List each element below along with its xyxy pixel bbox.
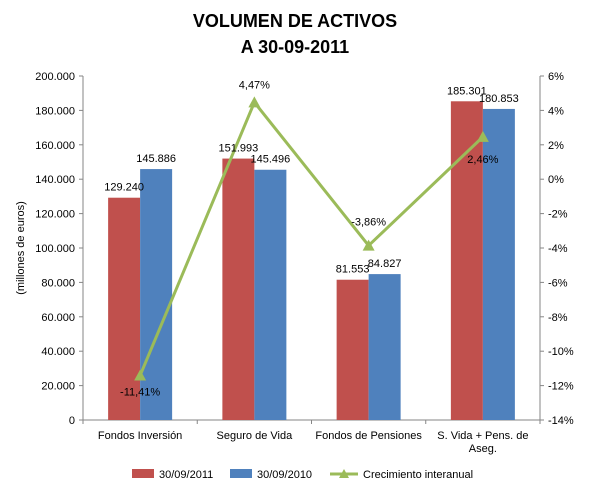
bar-value-label: 145.886 <box>136 153 176 165</box>
y-tick-label: 120.000 <box>35 209 75 221</box>
chart-title-line1: VOLUMEN DE ACTIVOS <box>193 11 397 31</box>
growth-marker <box>248 96 261 108</box>
legend-marker <box>339 469 349 478</box>
legend-label: 30/09/2010 <box>257 469 312 481</box>
y2-tick-label: -12% <box>548 381 574 393</box>
axes: 0 20.000 40.000 60.000 80.000 100.000 120.000 1… <box>35 71 574 455</box>
bars <box>108 101 515 421</box>
growth-value-label: -3,86% <box>351 217 386 229</box>
x-tick-label: S. Vida + Pens. de Aseg. <box>437 430 528 455</box>
growth-marker <box>134 369 147 381</box>
y-tick-label: 160.000 <box>35 140 75 152</box>
bar-2011 <box>336 279 369 420</box>
legend-label: 30/09/2011 <box>159 469 213 481</box>
y2-tick-label: -8% <box>548 312 568 324</box>
growth-marker <box>476 130 489 142</box>
legend-label: Crecimiento interanual <box>363 469 473 481</box>
x-tick-label: Fondos de Pensiones <box>315 430 422 442</box>
growth-marker <box>362 239 375 251</box>
y-tick-label: 140.000 <box>35 174 75 186</box>
bar-value-label: 145.496 <box>250 154 290 166</box>
bar-2010 <box>482 108 515 421</box>
bar-value-label: 180.853 <box>479 93 519 105</box>
bar-2011 <box>450 101 483 420</box>
y2-tick-label: -6% <box>548 277 568 289</box>
y2-tick-label: 4% <box>548 105 564 117</box>
y-tick-label: 0 <box>69 415 75 427</box>
bar-value-label: 151.993 <box>218 143 258 155</box>
y2-tick-label: -10% <box>548 346 574 358</box>
x-tick-label: Seguro de Vida <box>217 430 294 442</box>
x-tick-label: Fondos Inversión <box>98 430 182 442</box>
y-tick-label: 80.000 <box>41 277 75 289</box>
y2-tick-label: 2% <box>548 140 564 152</box>
y-tick-label: 100.000 <box>35 243 75 255</box>
growth-value-label: -11,41% <box>120 386 160 398</box>
y2-tick-label: -2% <box>548 209 568 221</box>
growth-line-path <box>138 100 484 377</box>
y2-tick-label: -4% <box>548 243 568 255</box>
bar-2011 <box>108 197 141 420</box>
y-tick-label: 200.000 <box>35 71 75 83</box>
bar-value-label: 185.301 <box>447 85 487 97</box>
legend-swatch <box>132 469 154 478</box>
y-tick-label: 60.000 <box>41 312 75 324</box>
legend-swatch <box>230 469 252 478</box>
growth-value-label: 2,46% <box>467 154 498 166</box>
bar-value-label: 81.553 <box>336 264 370 276</box>
y2-tick-label: 0% <box>548 174 564 186</box>
y2-tick-label: 6% <box>548 71 564 83</box>
bar-2011 <box>222 158 255 421</box>
growth-value-label: 4,47% <box>239 79 270 91</box>
bar-value-label: 84.827 <box>368 258 402 270</box>
y-tick-label: 180.000 <box>35 105 75 117</box>
data-labels: 129.240 151.993 81.553 185.301 145.886 145.49… <box>104 79 519 398</box>
y-axis-label: (millones de euros) <box>15 201 27 295</box>
y-tick-label: 40.000 <box>41 346 75 358</box>
bar-2010 <box>254 169 287 420</box>
legend: 30/09/2011 30/09/2010 Crecimiento interanu… <box>132 469 473 481</box>
y2-tick-label: -14% <box>548 415 574 427</box>
y-tick-label: 20.000 <box>41 381 75 393</box>
chart-title-line2: A 30-09-2011 <box>241 37 349 57</box>
bar-value-label: 129.240 <box>104 182 144 194</box>
bar-2010 <box>140 169 173 420</box>
bar-2010 <box>368 274 401 420</box>
growth-line <box>134 96 489 381</box>
